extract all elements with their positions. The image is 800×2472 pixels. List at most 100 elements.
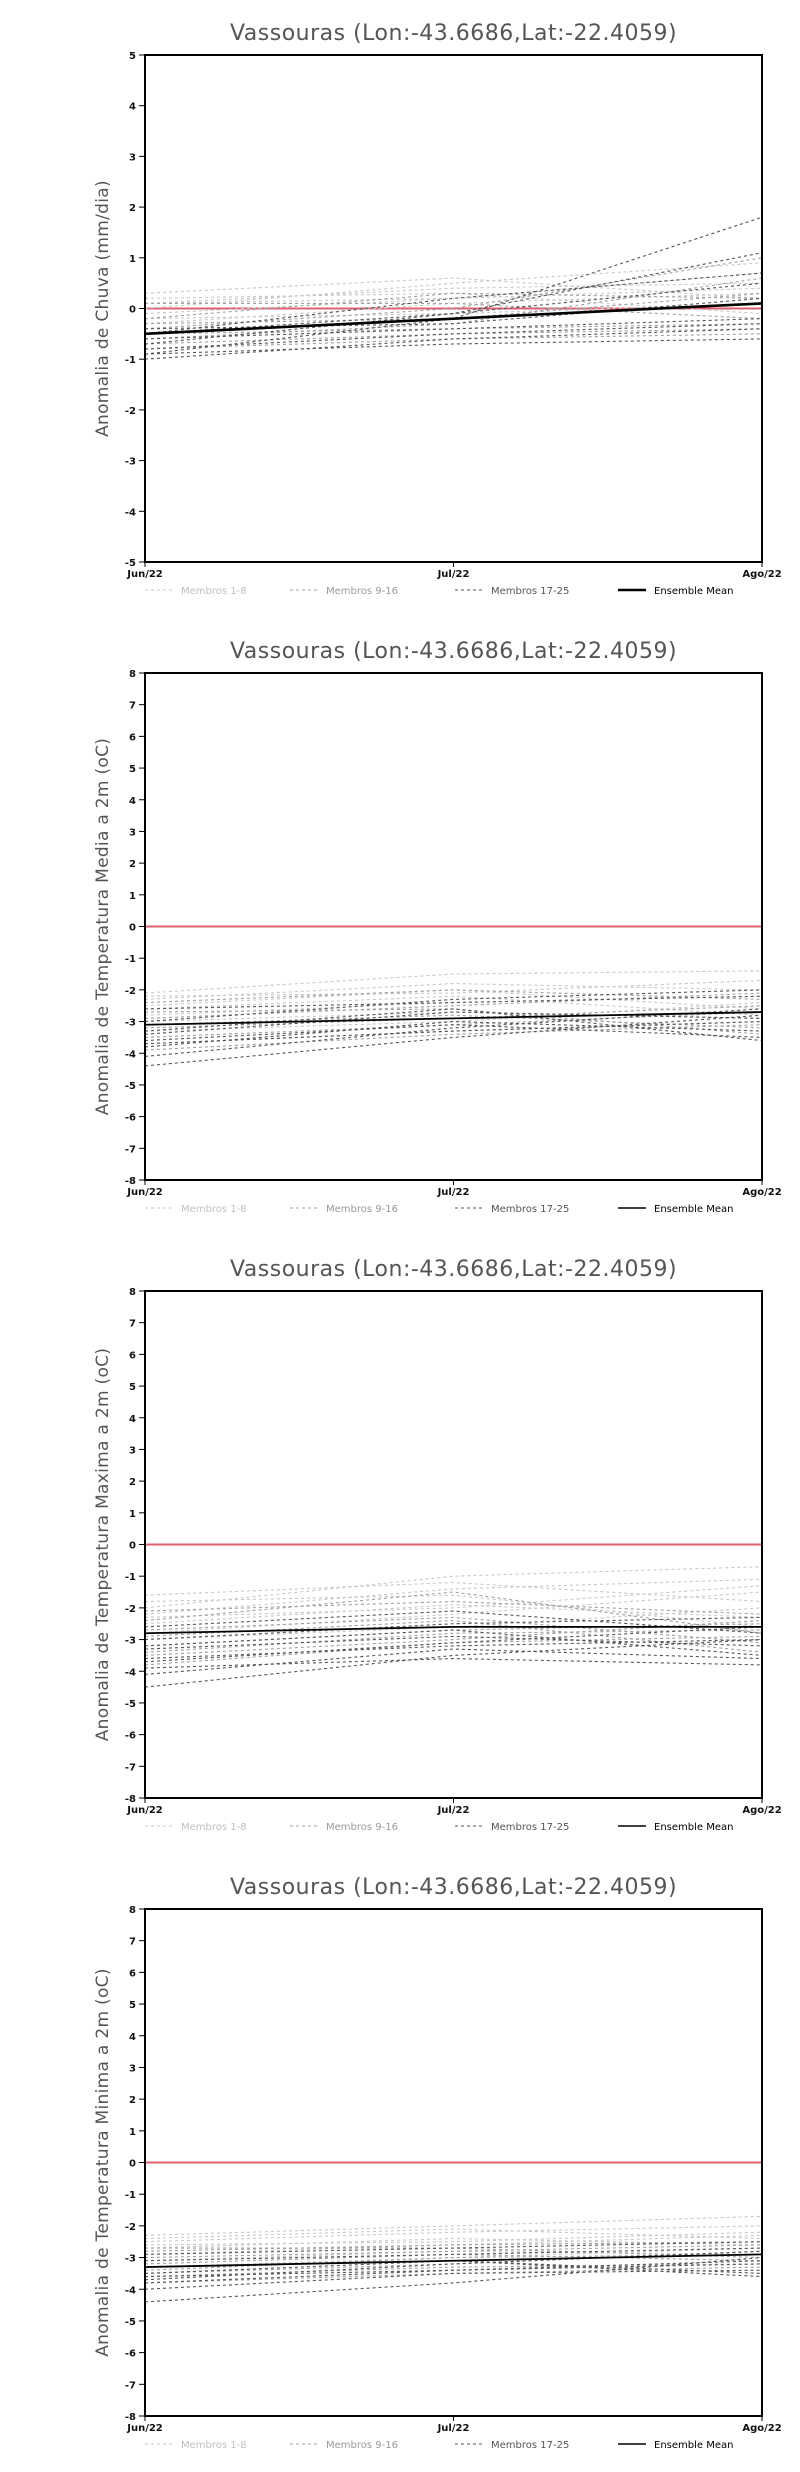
member-series-line-6 — [144, 2228, 763, 2240]
legend-item-3: Membros 17-25 — [455, 586, 569, 597]
legend-label: Membros 17-25 — [491, 2440, 569, 2451]
member-series-line-6 — [144, 979, 763, 997]
member-series-line-6 — [144, 262, 763, 310]
y-tick-label: 3 — [129, 152, 136, 163]
member-series-line-18 — [144, 1008, 763, 1057]
plot-frame — [144, 1290, 763, 1799]
legend-label: Ensemble Mean — [654, 2440, 733, 2451]
y-tick-label: -5 — [125, 558, 136, 569]
x-tick-label: Ago/22 — [742, 1187, 781, 1198]
legend-item-4: Ensemble Mean — [618, 586, 733, 597]
y-tick-label: -3 — [125, 457, 136, 468]
member-series-line-16 — [144, 1024, 763, 1051]
legend-item-1: Membros 1-8 — [145, 586, 247, 597]
x-tick-label: Jul/22 — [437, 2423, 470, 2434]
y-tick-label: 7 — [129, 701, 136, 712]
y-tick-label: 2 — [129, 2095, 136, 2106]
y-tick-label: -4 — [125, 1049, 136, 1060]
member-series-line-22 — [144, 328, 763, 360]
y-tick-label: -5 — [125, 1699, 136, 1710]
y-tick-label: -7 — [125, 1144, 136, 1155]
legend-label: Membros 17-25 — [491, 586, 569, 597]
y-tick-label: 8 — [129, 1287, 136, 1298]
chart-title: Vassouras (Lon:-43.6686,Lat:-22.4059) — [230, 639, 677, 664]
y-tick-label: 1 — [129, 254, 136, 265]
plot-frame — [144, 1908, 763, 2417]
member-series-line-16 — [144, 333, 763, 350]
x-tick-label: Ago/22 — [742, 2423, 781, 2434]
member-series-line-11 — [144, 292, 763, 320]
member-series-line-23 — [144, 1008, 763, 1042]
y-tick-label: 2 — [129, 203, 136, 214]
member-series-line-25 — [144, 1629, 763, 1656]
member-series-line-9 — [144, 989, 763, 1004]
member-series-line-22 — [144, 1616, 763, 1641]
y-tick-label: 5 — [129, 2000, 136, 2011]
y-tick-label: -7 — [125, 2380, 136, 2391]
member-series-line-22 — [144, 2247, 763, 2262]
y-tick-label: -7 — [125, 1762, 136, 1773]
legend-item-4: Ensemble Mean — [618, 2440, 733, 2451]
plot-frame — [144, 54, 763, 563]
y-tick-label: -6 — [125, 1113, 136, 1124]
y-tick-label: 0 — [129, 1541, 136, 1552]
x-tick-label: Ago/22 — [742, 1805, 781, 1816]
legend-item-2: Membros 9-16 — [290, 2440, 398, 2451]
y-tick-label: -6 — [125, 2349, 136, 2360]
legend-label: Ensemble Mean — [654, 1204, 733, 1215]
member-series-line-14 — [144, 1635, 763, 1666]
member-series-line-25 — [144, 1021, 763, 1045]
y-axis-label: Anomalia de Chuva (mm/dia) — [93, 180, 113, 437]
y-tick-label: -5 — [125, 2317, 136, 2328]
member-series-line-13 — [144, 2263, 763, 2278]
y-tick-label: 0 — [129, 2159, 136, 2170]
member-series-line-9 — [144, 2241, 763, 2252]
x-tick-label: Jul/22 — [437, 1805, 470, 1816]
member-series-line-18 — [144, 252, 763, 345]
y-tick-label: 4 — [129, 2032, 136, 2043]
y-tick-label: 2 — [129, 859, 136, 870]
legend-label: Membros 17-25 — [491, 1822, 569, 1833]
member-series-line-20 — [144, 1011, 763, 1035]
member-series-line-2 — [144, 2225, 763, 2243]
x-tick-label: Jul/22 — [437, 1187, 470, 1198]
member-series-line-25 — [144, 2263, 763, 2284]
member-series-line-8 — [144, 1585, 763, 1618]
member-series-line-9 — [144, 1591, 763, 1634]
y-tick-label: -4 — [125, 507, 136, 518]
legend-item-1: Membros 1-8 — [145, 2440, 247, 2451]
y-tick-label: 5 — [129, 1382, 136, 1393]
y-tick-label: 8 — [129, 1905, 136, 1916]
y-tick-label: -2 — [125, 986, 136, 997]
member-series-line-13 — [144, 1600, 763, 1615]
member-series-line-17 — [144, 216, 763, 355]
member-series-line-22 — [144, 989, 763, 1023]
legend-item-2: Membros 9-16 — [290, 586, 398, 597]
member-series-line-13 — [145, 302, 763, 320]
member-series-line-7 — [144, 1594, 763, 1628]
y-tick-label: -5 — [125, 1081, 136, 1092]
legend-label: Ensemble Mean — [654, 1822, 733, 1833]
y-axis-label: Anomalia de Temperatura Minima a 2m (oC) — [93, 1968, 113, 2357]
y-tick-label: -2 — [125, 406, 136, 417]
member-series-line-23 — [144, 1639, 763, 1660]
legend-label: Membros 1-8 — [181, 1204, 247, 1215]
member-series-line-18 — [144, 2269, 763, 2290]
legend-label: Membros 9-16 — [326, 1204, 398, 1215]
member-series-line-17 — [144, 2257, 763, 2303]
y-tick-label: 4 — [129, 1414, 136, 1425]
ensemble-mean-line — [144, 1625, 762, 1635]
y-axis-label: Anomalia de Temperatura Media a 2m (oC) — [93, 738, 113, 1115]
chart-title: Vassouras (Lon:-43.6686,Lat:-22.4059) — [230, 1257, 677, 1282]
legend-label: Ensemble Mean — [654, 586, 733, 597]
y-tick-label: -3 — [125, 2254, 136, 2265]
y-tick-label: 6 — [129, 732, 136, 743]
y-tick-label: 3 — [129, 2063, 136, 2074]
member-series-line-1 — [144, 970, 763, 994]
y-tick-label: -1 — [125, 1572, 136, 1583]
chart-panel-2: Vassouras (Lon:-43.6686,Lat:-22.4059) Ano… — [93, 639, 782, 1215]
member-series-line-12 — [144, 2244, 763, 2259]
legend-label: Membros 1-8 — [181, 1822, 247, 1833]
x-tick-label: Jun/22 — [126, 1805, 163, 1816]
legend-label: Membros 1-8 — [181, 2440, 247, 2451]
